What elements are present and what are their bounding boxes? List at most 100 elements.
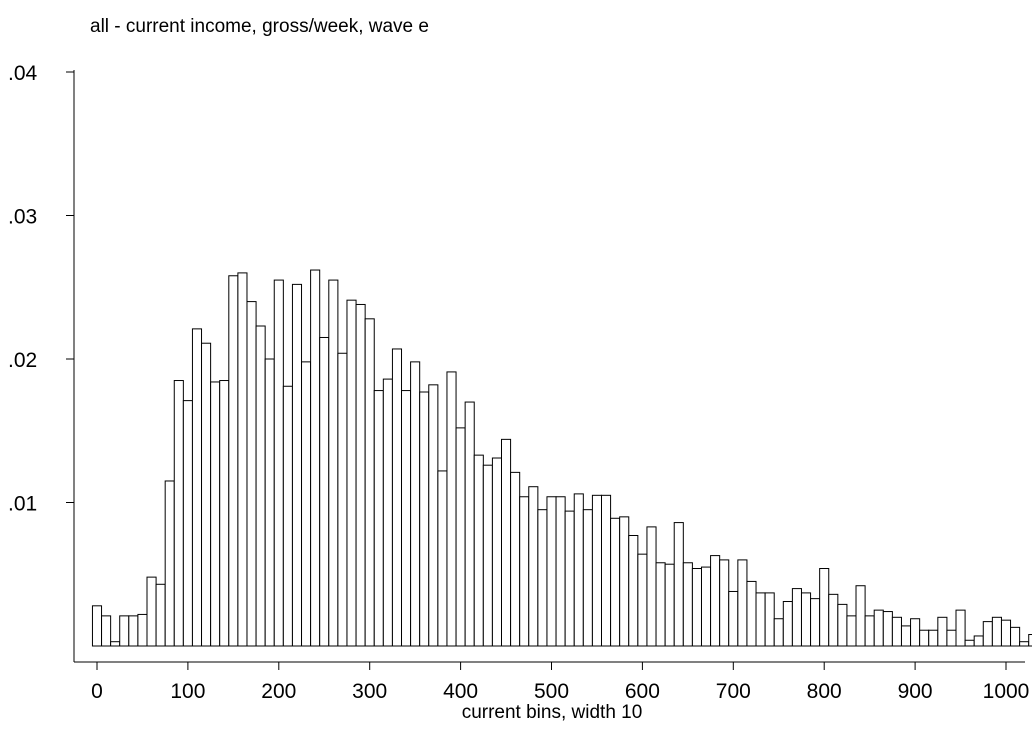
histogram-bar — [273, 279, 284, 647]
x-tick-label: 500 — [534, 680, 569, 703]
histogram-bar — [382, 378, 393, 647]
histogram-bar — [755, 592, 766, 647]
histogram-bar — [201, 342, 212, 647]
histogram-bar — [155, 583, 166, 647]
x-tick-label: 400 — [443, 680, 478, 703]
histogram-bar — [210, 381, 221, 647]
histogram-bar — [664, 563, 675, 647]
histogram-bar — [800, 592, 812, 647]
histogram-bar — [419, 391, 430, 647]
histogram-bar — [937, 616, 948, 647]
bars-group — [91, 269, 1032, 647]
histogram-bar — [610, 517, 621, 647]
x-tick-label: 0 — [91, 680, 103, 703]
histogram-bar — [319, 336, 330, 647]
histogram-bar — [828, 593, 839, 647]
x-ticks-group: 0 100 200 300 400 500 600 700 800 900 1000 — [91, 662, 1029, 703]
histogram-bar — [391, 348, 403, 647]
histogram-bar — [682, 562, 693, 647]
histogram-bar — [601, 494, 612, 647]
histogram-bar — [619, 516, 630, 647]
histogram-bar — [637, 553, 648, 647]
histogram-bar — [846, 615, 857, 647]
histogram-bar — [946, 629, 957, 647]
histogram-bar — [555, 496, 566, 647]
histogram-bar — [246, 301, 257, 647]
histogram-bar — [101, 615, 112, 647]
x-tick-label: 100 — [170, 680, 205, 703]
histogram-bar — [446, 371, 457, 647]
histogram-bar — [910, 618, 921, 647]
histogram-bar — [455, 427, 466, 647]
histogram-bar — [655, 562, 666, 647]
histogram-bar — [482, 464, 493, 647]
histogram-bar — [837, 603, 848, 647]
histogram-bar — [346, 299, 357, 647]
chart-title: all - current income, gross/week, wave e — [90, 16, 429, 37]
histogram-bar — [773, 618, 784, 647]
histogram-bar — [337, 352, 348, 647]
histogram-bar — [473, 454, 484, 647]
histogram-bar — [573, 493, 584, 647]
histogram-bar — [1028, 634, 1032, 647]
x-tick-label: 900 — [898, 680, 933, 703]
histogram-bar — [782, 601, 793, 647]
histogram-bar — [564, 510, 575, 647]
x-tick-label: 300 — [352, 680, 387, 703]
x-tick-label: 700 — [716, 680, 751, 703]
histogram-bar — [700, 566, 712, 647]
y-tick-label: .04 — [8, 62, 38, 85]
histogram-bar — [237, 272, 248, 647]
histogram-bar — [855, 585, 866, 647]
histogram-bar — [401, 390, 412, 647]
histogram-bar — [737, 559, 748, 647]
histogram-bar — [764, 592, 775, 647]
histogram-bar — [491, 457, 503, 647]
histogram-bar — [501, 438, 512, 647]
histogram-bar — [264, 358, 275, 647]
histogram-bar — [728, 590, 739, 647]
histogram-bar — [882, 611, 893, 647]
y-tick-label: .01 — [8, 493, 37, 516]
histogram-bar — [1019, 641, 1030, 647]
histogram-bar — [810, 598, 821, 647]
histogram-bar — [373, 390, 384, 647]
histogram-bar — [437, 470, 448, 647]
histogram-bar — [310, 269, 321, 647]
x-tick-label: 800 — [807, 680, 842, 703]
histogram-bar — [582, 509, 593, 647]
histogram-bar — [919, 629, 930, 647]
histogram-bar — [173, 380, 184, 647]
histogram-bar — [691, 568, 702, 647]
histogram-bar — [991, 616, 1002, 647]
histogram-bar — [891, 616, 902, 647]
histogram-bar — [255, 325, 266, 647]
histogram-bar — [519, 496, 530, 647]
histogram-bar — [864, 615, 875, 647]
histogram-bar — [1000, 619, 1012, 647]
y-tick-label: .02 — [8, 349, 37, 372]
x-tick-label: 200 — [261, 680, 296, 703]
histogram-bar — [746, 580, 757, 647]
histogram-bar — [355, 303, 366, 647]
histogram-bar — [973, 635, 984, 647]
histogram-bar — [119, 615, 130, 647]
histogram-bar — [410, 361, 421, 647]
histogram-bar — [955, 609, 966, 647]
histogram-bar — [191, 328, 203, 647]
histogram-bar — [982, 621, 993, 647]
histogram-bar — [328, 279, 339, 647]
histogram-bar — [964, 639, 975, 647]
x-axis-label: current bins, width 10 — [462, 702, 643, 723]
histogram-bar — [510, 471, 521, 647]
histogram-bar — [591, 494, 602, 647]
histogram-bar — [228, 275, 239, 647]
histogram-bar — [719, 559, 730, 647]
histogram-bar — [428, 384, 439, 647]
histogram-bar — [546, 496, 557, 647]
histogram-bar — [1010, 626, 1021, 647]
x-tick-label: 600 — [625, 680, 660, 703]
histogram-bar — [91, 605, 103, 647]
